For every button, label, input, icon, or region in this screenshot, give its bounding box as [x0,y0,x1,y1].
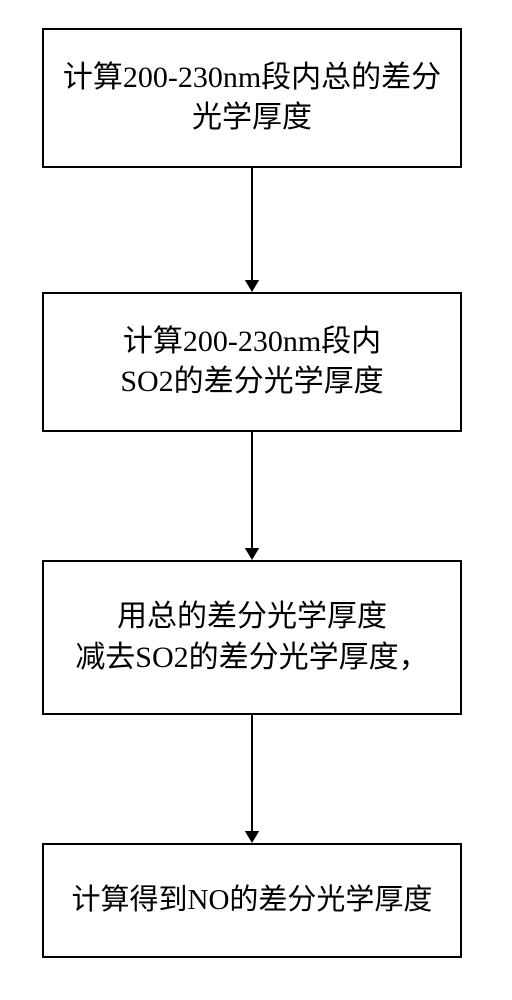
flow-node-3-text: 用总的差分光学厚度 减去SO2的差分光学厚度， [75,597,428,678]
flow-node-4-text: 计算得到NO的差分光学厚度 [72,881,433,920]
flow-node-3: 用总的差分光学厚度 减去SO2的差分光学厚度， [42,560,462,715]
flow-node-1-text: 计算200-230nm段内总的差分 光学厚度 [63,58,441,139]
flow-node-2: 计算200-230nm段内 SO2的差分光学厚度 [42,292,462,432]
flow-node-1: 计算200-230nm段内总的差分 光学厚度 [42,28,462,168]
flow-node-2-text: 计算200-230nm段内 SO2的差分光学厚度 [120,322,383,403]
flow-node-4: 计算得到NO的差分光学厚度 [42,843,462,958]
